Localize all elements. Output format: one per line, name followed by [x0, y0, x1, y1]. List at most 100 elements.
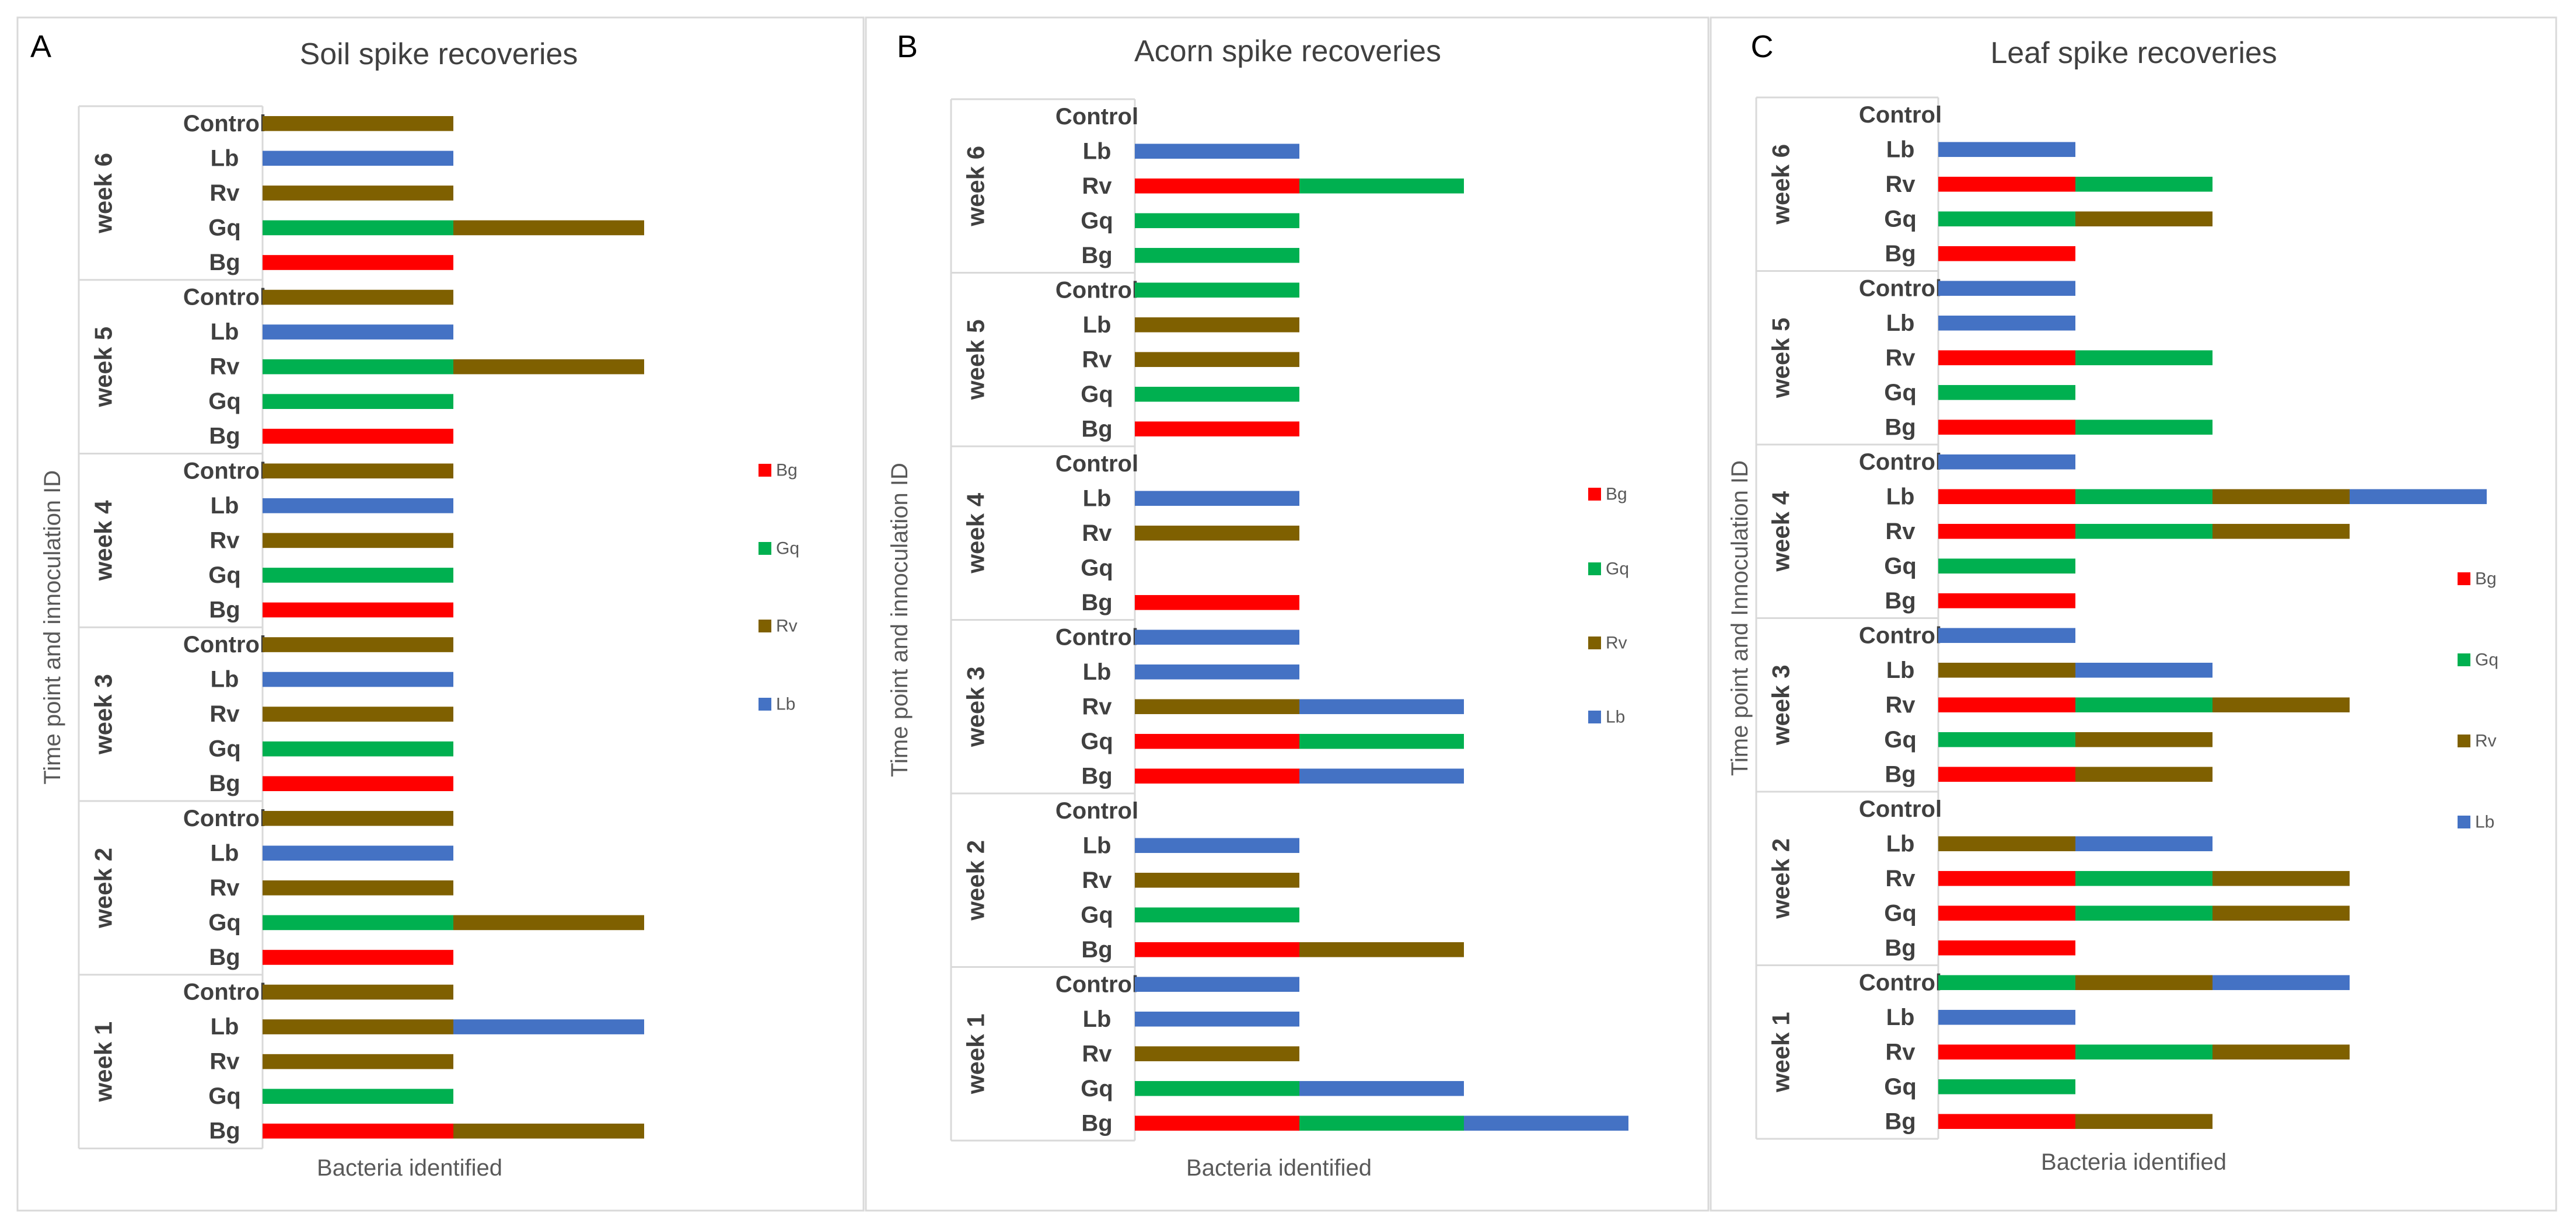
row-label: Bg	[1885, 241, 1916, 267]
bar-segment	[1938, 1044, 2075, 1060]
bar-segment	[453, 915, 644, 931]
panel-frame	[16, 16, 865, 1212]
bar-segment	[263, 1054, 453, 1069]
legend-swatch	[759, 620, 771, 632]
row-label: Rv	[209, 701, 240, 727]
row-label: Control	[1055, 451, 1138, 477]
row-label: Rv	[1082, 173, 1112, 199]
bar-segment	[1135, 282, 1299, 298]
x-axis-title: Bacteria identified	[317, 1155, 502, 1181]
chart-panel-a: A Soil spike recoveries week 6 Control Lb Rv G…	[16, 16, 865, 1212]
row-label: Control	[1055, 798, 1138, 824]
bar-segment	[453, 1123, 644, 1139]
group-label: week 1	[1767, 1012, 1795, 1093]
bar-segment	[1938, 1114, 2075, 1129]
bar-segment	[263, 220, 453, 236]
bar-segment	[2213, 870, 2350, 886]
row-label: Control	[183, 458, 266, 484]
bar-segment	[1135, 247, 1299, 263]
bar-segment	[2213, 1044, 2350, 1060]
row-label: Rv	[1885, 1039, 1916, 1065]
bar-segment	[263, 741, 453, 757]
group-label: week 4	[90, 500, 117, 581]
bar-segment	[263, 359, 453, 375]
row-label: Lb	[1886, 484, 1915, 509]
bar-segment	[2075, 836, 2213, 852]
row-label: Bg	[1885, 761, 1916, 787]
group-label: week 6	[90, 153, 117, 234]
row-label: Bg	[209, 945, 240, 970]
bar-segment	[1135, 872, 1299, 888]
legend-entry: Bg	[776, 461, 798, 480]
bar-segment	[263, 568, 453, 583]
row-label: Lb	[1886, 658, 1915, 683]
group-label: week 5	[1767, 317, 1795, 398]
row-label: Rv	[1885, 519, 1916, 544]
row-label: Lb	[1083, 485, 1112, 511]
bar-segment	[263, 602, 453, 618]
row-label: Control	[1859, 796, 1942, 822]
bar-segment	[2075, 870, 2213, 886]
row-label: Control	[1055, 624, 1138, 650]
legend-swatch	[2458, 653, 2470, 666]
panel-frame	[1710, 16, 2557, 1212]
y-axis-title: Time point and innoculation ID	[887, 463, 913, 777]
row-label: Gq	[1884, 900, 1917, 926]
group-label: week 3	[962, 666, 990, 747]
row-label: Gq	[208, 1083, 241, 1109]
row-label: Lb	[1083, 833, 1112, 858]
bar-segment	[263, 915, 453, 931]
group-label: week 5	[962, 319, 990, 400]
row-label: Control	[1859, 102, 1942, 128]
bar-segment	[1135, 178, 1299, 194]
legend-swatch	[2458, 735, 2470, 747]
bar-segment	[2075, 697, 2213, 713]
bar-segment	[263, 533, 453, 548]
bar-segment	[2075, 176, 2213, 192]
bar-segment	[2075, 905, 2213, 921]
bar-segment	[1938, 142, 2075, 158]
bar-segment	[1938, 1009, 2075, 1025]
row-label: Rv	[209, 180, 240, 206]
bar-segment	[1135, 977, 1299, 992]
bar-segment	[1938, 281, 2075, 296]
bar-segment	[263, 880, 453, 896]
row-label: Gq	[208, 562, 241, 588]
bar-segment	[263, 1089, 453, 1104]
bar-segment	[263, 1019, 453, 1034]
bar-segment	[1938, 940, 2075, 956]
row-label: Gq	[1081, 1076, 1113, 1101]
row-label: Lb	[211, 493, 239, 519]
row-label: Control	[183, 285, 266, 310]
bar-segment	[1299, 1115, 1464, 1131]
row-label: Lb	[1083, 312, 1112, 338]
row-label: Rv	[1082, 694, 1112, 719]
bar-segment	[1938, 211, 2075, 227]
chart-panel-c: C Leaf spike recoveries week 6 Control Lb Rv G…	[1710, 16, 2557, 1212]
bar-segment	[263, 324, 453, 340]
bar-segment	[1938, 767, 2075, 782]
legend-swatch	[1588, 711, 1601, 723]
legend-entry: Gq	[1606, 559, 1629, 579]
group-label: week 5	[90, 327, 117, 408]
bar-segment	[2075, 523, 2213, 539]
bar-segment	[1299, 699, 1464, 715]
legend-entry: Bg	[1606, 485, 1627, 504]
bar-segment	[263, 810, 453, 826]
bar-segment	[263, 186, 453, 201]
row-label: Bg	[209, 597, 240, 623]
group-label: week 4	[1767, 491, 1795, 572]
bar-segment	[263, 950, 453, 965]
row-label: Control	[183, 806, 266, 831]
bar-segment	[2213, 975, 2350, 991]
bar-segment	[453, 220, 644, 236]
group-label: week 2	[962, 840, 990, 921]
group-label: week 2	[90, 848, 117, 929]
group-label: week 3	[90, 674, 117, 755]
bar-segment	[1464, 1115, 1628, 1131]
row-label: Bg	[1081, 1110, 1112, 1136]
bar-segment	[1938, 905, 2075, 921]
row-label: Rv	[1082, 520, 1112, 546]
row-label: Bg	[209, 1118, 240, 1144]
bar-segment	[1938, 315, 2075, 331]
